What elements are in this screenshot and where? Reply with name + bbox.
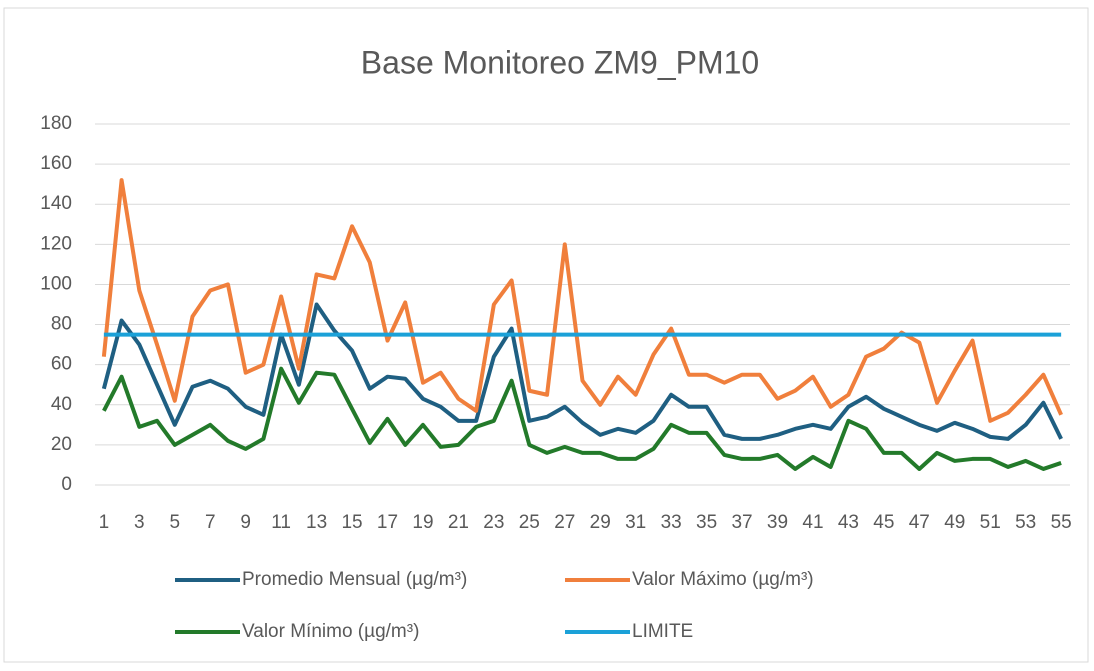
series-line [101,302,1063,441]
legend-label: LIMITE [632,621,693,642]
x-tick-label: 9 [240,512,251,533]
y-tick-label: 140 [40,193,72,214]
series-line [101,178,1063,423]
x-tick-label: 37 [731,512,752,533]
y-tick-label: 160 [40,153,72,174]
y-tick-label: 40 [51,394,72,415]
x-tick-label: 17 [377,512,398,533]
y-tick-label: 60 [51,354,72,375]
y-tick-label: 180 [40,113,72,134]
x-tick-label: 35 [696,512,717,533]
x-tick-label: 47 [909,512,930,533]
x-tick-label: 11 [271,512,291,533]
x-tick-label: 19 [412,512,433,533]
y-tick-label: 120 [40,233,72,254]
y-tick-label: 100 [40,273,72,294]
x-tick-label: 5 [169,512,180,533]
x-tick-label: 49 [944,512,965,533]
x-tick-label: 39 [767,512,788,533]
x-tick-label: 13 [306,512,327,533]
x-tick-label: 53 [1015,512,1036,533]
x-tick-label: 45 [873,512,894,533]
x-tick-label: 27 [554,512,575,533]
y-tick-label: 20 [51,434,72,455]
x-tick-label: 31 [625,512,646,533]
x-tick-label: 43 [838,512,859,533]
x-tick-label: 33 [661,512,682,533]
x-tick-label: 3 [134,512,145,533]
x-tick-label: 41 [802,512,823,533]
y-tick-label: 80 [51,314,72,335]
chart-title: Base Monitoreo ZM9_PM10 [361,44,759,80]
legend-label: Valor Mínimo (µg/m³) [242,621,419,642]
legend-label: Promedio Mensual (µg/m³) [242,569,467,590]
x-tick-label: 51 [980,512,1001,533]
legend-label: Valor Máximo (µg/m³) [632,569,814,590]
x-tick-label: 55 [1051,512,1072,533]
x-tick-label: 7 [205,512,216,533]
x-tick-label: 23 [483,512,504,533]
y-tick-label: 0 [61,474,72,495]
x-tick-label: 15 [341,512,362,533]
series-line [102,366,1062,471]
x-tick-label: 25 [519,512,540,533]
x-tick-label: 29 [590,512,611,533]
x-tick-label: 21 [448,512,469,533]
x-tick-label: 1 [99,512,110,533]
